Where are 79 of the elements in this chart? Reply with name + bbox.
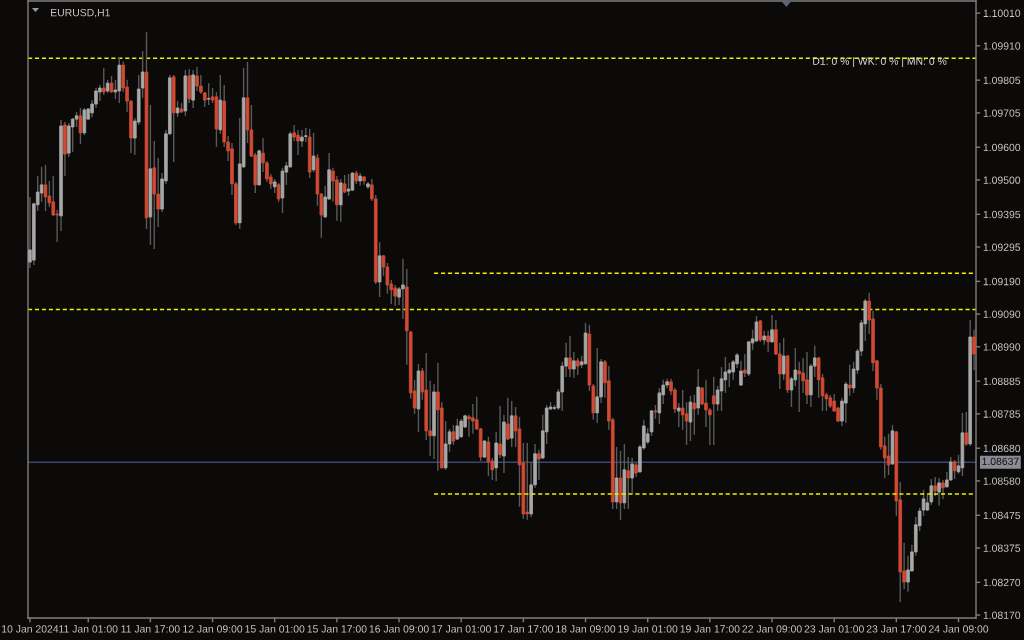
candlestick (657, 387, 662, 425)
candlestick (952, 459, 957, 480)
candlestick (568, 335, 572, 378)
candlestick (39, 166, 44, 203)
y-tick-label: 1.08170 (983, 611, 1021, 619)
x-tick-label: 23 Jan 17:00 (866, 625, 927, 633)
y-tick-label: 1.09705 (983, 109, 1021, 117)
x-tick-label: 11 Jan 01:00 (59, 625, 118, 633)
y-tick-label: 1.09295 (983, 243, 1021, 251)
candlestick (626, 456, 631, 510)
text: EURUSD,H1 (51, 8, 110, 18)
candlestick (451, 424, 456, 446)
candlestick (296, 129, 300, 156)
candlestick (572, 351, 576, 379)
x-tick-label: 11 Jan 17:00 (121, 625, 180, 633)
candlestick (187, 68, 192, 104)
candlestick (964, 411, 969, 447)
candlestick (743, 353, 747, 378)
x-tick-label: 15 Jan 17:00 (307, 625, 367, 633)
candlestick (797, 361, 801, 413)
y-tick-label: 1.09395 (983, 210, 1021, 219)
x-tick-label: 17 Jan 17:00 (494, 625, 554, 633)
x-tick-label: 18 Jan 09:00 (556, 625, 616, 633)
y-tick-label: 1.09600 (983, 143, 1021, 152)
candlestick (498, 405, 502, 459)
candlestick (805, 351, 809, 405)
y-tick-label: 1.08680 (983, 444, 1021, 453)
y-tick-label: 1.08375 (983, 544, 1021, 552)
candlestick (537, 449, 541, 481)
y-tick-label: 1.09805 (983, 76, 1021, 85)
candlestick (43, 164, 48, 212)
candlestick (393, 284, 397, 307)
candlestick (300, 129, 304, 148)
candlestick (78, 107, 83, 145)
candlestick (692, 394, 697, 436)
candlestick (711, 376, 716, 446)
y-tick-label: 1.08580 (983, 477, 1021, 485)
candlestick (595, 347, 599, 424)
y-tick-label: 1.08990 (983, 343, 1021, 351)
candlestick (509, 400, 514, 448)
ref-line-label: 1.08637 (982, 457, 1019, 466)
x-tick-label: 24 Jan 09:00 (928, 625, 989, 633)
y-tick-label: 1.10010 (983, 9, 1021, 17)
x-tick-label: 19 Jan 17:00 (680, 625, 740, 633)
candlestick (486, 436, 491, 477)
candlestick (684, 401, 689, 446)
x-tick-label: 19 Jan 01:00 (618, 625, 678, 633)
candlestick (459, 418, 463, 439)
y-tick-label: 1.08785 (983, 410, 1021, 418)
y-tick-label: 1.09190 (983, 277, 1021, 286)
x-tick-label: 10 Jan 2024 (2, 625, 59, 633)
y-tick-label: 1.09910 (983, 42, 1021, 50)
candlestick (338, 178, 343, 223)
x-tick-label: 22 Jan 09:00 (742, 625, 802, 633)
annotation: D1: 0 % | WK: 0 % | MN: 0 % (813, 57, 947, 67)
x-tick-label: 23 Jan 01:00 (804, 625, 864, 633)
candlestick (28, 196, 32, 269)
y-tick-label: 1.08475 (983, 511, 1021, 520)
candlestick (886, 433, 891, 476)
x-tick-label: 16 Jan 09:00 (369, 625, 429, 633)
candlestick (101, 67, 106, 96)
candlestick (443, 420, 448, 471)
y-tick-label: 1.09500 (983, 176, 1021, 184)
candlestick (847, 364, 852, 397)
x-tick-label: 12 Jan 09:00 (183, 625, 243, 633)
candlestick (346, 173, 351, 197)
y-tick-label: 1.08270 (983, 578, 1021, 587)
candlestick (195, 66, 199, 92)
x-tick-label: 17 Jan 01:00 (431, 625, 491, 633)
candlestick (766, 330, 770, 353)
y-tick-label: 1.09090 (983, 310, 1021, 318)
candlestick (933, 476, 937, 497)
candlestick (972, 329, 976, 371)
x-tick-label: 15 Jan 01:00 (245, 625, 305, 633)
candlestick (436, 362, 440, 472)
y-tick-label: 1.08885 (983, 377, 1021, 386)
candlestick (688, 395, 693, 442)
candlestick (781, 337, 786, 381)
candlestick (937, 477, 941, 507)
